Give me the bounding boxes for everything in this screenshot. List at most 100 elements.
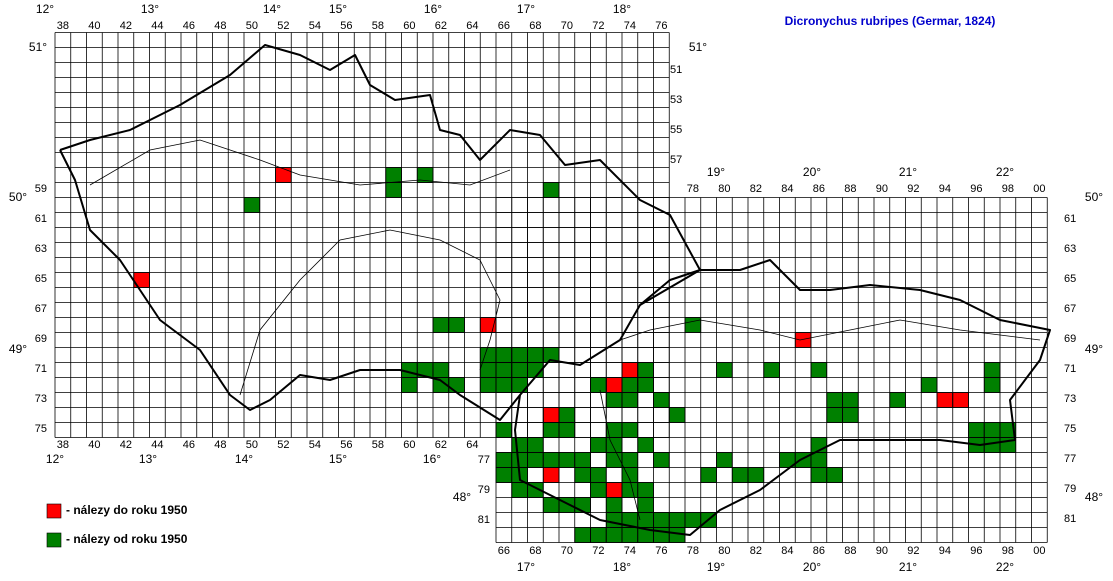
row-label: 69: [35, 333, 47, 345]
record-cell: [684, 317, 702, 333]
record-cell: [936, 392, 954, 408]
record-cell: [511, 347, 528, 363]
degree-label: 14°: [263, 2, 281, 16]
column-label: 70: [561, 545, 573, 557]
record-cell: [495, 347, 513, 363]
record-cell: [527, 452, 544, 468]
record-cell: [605, 482, 623, 498]
record-cell: [700, 467, 717, 483]
row-label: 61: [1064, 213, 1076, 225]
record-cell: [401, 377, 418, 393]
degree-label: 49°: [1085, 342, 1103, 356]
degree-label: 50°: [1085, 190, 1103, 204]
degree-label: 51°: [29, 40, 47, 54]
row-label: 59: [35, 183, 47, 195]
degree-label: 12°: [46, 452, 64, 466]
record-cell: [716, 452, 733, 468]
row-label: 63: [35, 243, 47, 255]
record-cell: [495, 377, 513, 393]
row-label: 75: [35, 423, 47, 435]
column-label: 98: [1002, 183, 1014, 195]
column-label: 50: [246, 20, 258, 32]
column-label: 50: [246, 439, 258, 451]
column-label: 72: [592, 20, 604, 32]
column-label: 82: [750, 545, 762, 557]
column-label: 92: [907, 183, 919, 195]
record-cell: [621, 482, 639, 498]
row-label: 61: [35, 213, 47, 225]
column-label: 64: [466, 439, 478, 451]
column-label: 78: [687, 545, 699, 557]
border-sk: [514, 259, 1051, 536]
record-cell: [542, 182, 560, 198]
record-cell: [590, 377, 607, 393]
record-cell: [668, 407, 686, 423]
row-label: 53: [670, 94, 682, 106]
row-label: 73: [35, 393, 47, 405]
degree-label: 18°: [613, 560, 631, 574]
record-cell: [479, 362, 497, 378]
record-cell: [275, 167, 292, 183]
record-cell: [243, 197, 261, 213]
column-label: 80: [718, 183, 730, 195]
column-label: 60: [403, 439, 415, 451]
legend-swatch: [46, 503, 62, 519]
record-cell: [983, 362, 1001, 378]
column-label: 66: [498, 20, 510, 32]
column-label: 58: [372, 20, 384, 32]
record-cell: [590, 482, 607, 498]
legend-label: - nálezy od roku 1950: [66, 532, 188, 546]
column-label: 54: [309, 439, 321, 451]
column-label: 76: [655, 545, 667, 557]
row-label: 65: [1064, 273, 1076, 285]
record-cell: [385, 182, 402, 198]
column-label: 96: [970, 545, 982, 557]
river: [239, 229, 501, 396]
record-cell: [653, 512, 670, 528]
degree-label: 48°: [1085, 490, 1103, 504]
row-label: 79: [1064, 483, 1076, 495]
row-label: 67: [35, 303, 47, 315]
record-cell: [385, 167, 402, 183]
row-label: 71: [1064, 363, 1076, 375]
row-label: 81: [1064, 513, 1076, 525]
column-label: 90: [876, 183, 888, 195]
degree-label: 48°: [453, 490, 471, 504]
record-cell: [527, 437, 544, 453]
row-label: 79: [478, 484, 490, 496]
grid: [54, 32, 1048, 543]
column-label: 52: [277, 439, 289, 451]
row-label: 75: [1064, 423, 1076, 435]
degree-label: 20°: [803, 560, 821, 574]
map-title: Dicronychus rubripes (Germar, 1824): [785, 14, 996, 28]
record-cell: [574, 527, 591, 543]
record-cell: [983, 377, 1001, 393]
column-label: 90: [876, 545, 888, 557]
record-cell: [605, 497, 623, 513]
degree-label: 49°: [9, 342, 27, 356]
record-cell: [842, 407, 859, 423]
degree-label: 50°: [9, 190, 27, 204]
column-label: 66: [498, 545, 510, 557]
record-cell: [621, 392, 639, 408]
column-label: 44: [151, 439, 163, 451]
column-label: 94: [939, 545, 951, 557]
degree-label: 15°: [329, 2, 347, 16]
record-cell: [621, 422, 639, 438]
record-cell: [511, 437, 528, 453]
record-cell: [448, 317, 465, 333]
degree-label: 21°: [899, 165, 917, 179]
record-cell: [479, 347, 497, 363]
degree-label: 13°: [141, 2, 159, 16]
labels: - nálezy do roku 1950 - nálezy od roku 19…: [9, 2, 1103, 574]
record-cell: [621, 527, 639, 543]
column-label: 42: [120, 439, 132, 451]
column-label: 40: [88, 20, 100, 32]
record-cell: [605, 527, 623, 543]
column-label: 98: [1002, 545, 1014, 557]
column-label: 38: [57, 439, 69, 451]
column-label: 48: [214, 439, 226, 451]
record-cell: [842, 392, 859, 408]
degree-label: 22°: [996, 165, 1014, 179]
